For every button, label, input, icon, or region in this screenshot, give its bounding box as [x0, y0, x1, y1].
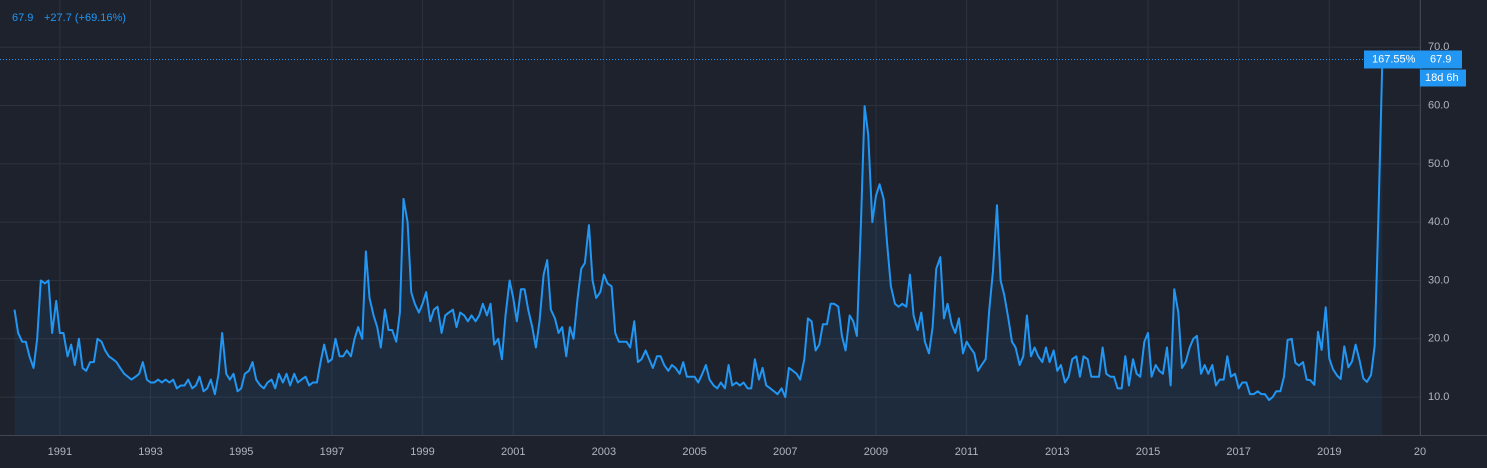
x-tick-label: 2017	[1226, 446, 1250, 458]
x-tick-label: 2011	[955, 446, 979, 458]
x-tick-label: 2019	[1317, 446, 1341, 458]
header-change: +27.7 (+69.16%)	[44, 12, 126, 24]
header-last: 67.9	[12, 12, 33, 24]
x-tick-label: 1997	[320, 446, 344, 458]
area	[14, 59, 1383, 435]
y-tick-label: 40.0	[1428, 216, 1449, 228]
y-tick-label: 60.0	[1428, 99, 1449, 111]
y-tick-label: 10.0	[1428, 391, 1449, 403]
x-tick-label: 1999	[410, 446, 434, 458]
x-tick-label: 1991	[48, 446, 72, 458]
last-price-box	[1364, 50, 1462, 69]
grid	[0, 0, 1421, 435]
x-tick-label: 20	[1414, 446, 1426, 458]
x-tick-label: 2005	[682, 446, 706, 458]
countdown: 18d 6h	[1425, 72, 1459, 84]
y-tick-label: 50.0	[1428, 158, 1449, 170]
x-tick-label: 2009	[864, 446, 888, 458]
x-tick-label: 2015	[1136, 446, 1160, 458]
x-tick-label: 1993	[138, 446, 162, 458]
x-tick-label: 1995	[229, 446, 253, 458]
y-tick-label: 70.0	[1428, 41, 1449, 53]
x-tick-label: 2007	[773, 446, 797, 458]
countdown-box	[1420, 69, 1466, 87]
y-tick-label: 30.0	[1428, 274, 1449, 286]
x-tick-label: 2013	[1045, 446, 1069, 458]
last-price-percent: 167.55%	[1372, 53, 1416, 65]
axes: 10.0 20.0 30.0 40.0 50.0 60.0 70.0 1991 1993 1995…	[48, 41, 1466, 458]
last-price-label: 67.9	[1430, 53, 1451, 65]
x-tick-label: 2003	[592, 446, 616, 458]
y-tick-label: 20.0	[1428, 333, 1449, 345]
x-tick-label: 2001	[501, 446, 525, 458]
line	[13, 59, 1384, 402]
marks	[0, 58, 1420, 435]
